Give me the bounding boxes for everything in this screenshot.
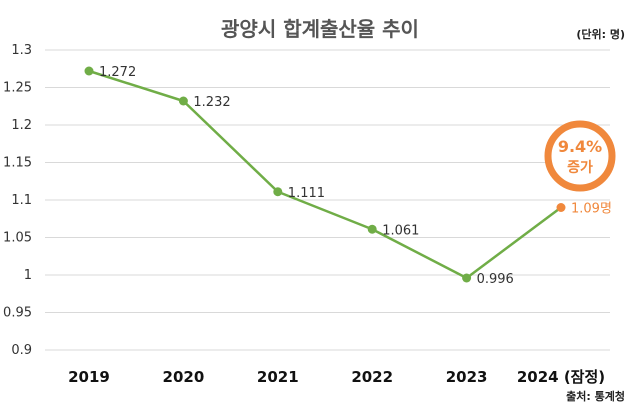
data-point (367, 224, 377, 234)
data-label: 0.996 (477, 272, 514, 287)
x-tick-label: 2020 (163, 368, 205, 386)
series-line (88, 69, 562, 280)
data-points (84, 66, 566, 283)
y-tick-label: 1 (24, 268, 32, 283)
x-tick-label: 2024 (잠정) (517, 368, 605, 386)
source-note: 출처: 통계청 (566, 389, 625, 403)
y-tick-label: 1.15 (3, 156, 32, 171)
x-tick-label: 2021 (257, 368, 299, 386)
data-label: 1.232 (193, 95, 230, 110)
gridlines (45, 49, 610, 351)
data-label: 1.09명 (571, 202, 612, 217)
data-labels: 1.272 1.232 1.111 1.061 0.996 1.09명 (99, 65, 612, 287)
unit-note: (단위: 명) (576, 27, 625, 41)
y-tick-label: 0.95 (3, 306, 32, 321)
increase-callout: 9.4% 증가 (544, 120, 616, 192)
data-point (84, 66, 94, 76)
data-label: 1.061 (382, 223, 419, 238)
callout-text: 증가 (567, 160, 593, 176)
data-point (462, 273, 472, 283)
x-tick-label: 2023 (446, 368, 488, 386)
data-label: 1.111 (288, 186, 325, 201)
data-point (178, 96, 188, 106)
y-tick-label: 1.2 (11, 118, 32, 133)
x-tick-label: 2019 (68, 368, 110, 386)
data-label: 1.272 (99, 65, 136, 80)
data-point (556, 203, 566, 212)
callout-ring (544, 120, 616, 192)
data-point (273, 187, 283, 197)
chart-title: 광양시 합계출산율 추이 (221, 17, 419, 41)
x-axis-ticks: 2019 2020 2021 2022 2023 2024 (잠정) (68, 368, 605, 386)
y-tick-label: 1.25 (3, 81, 32, 96)
y-tick-label: 1.1 (11, 193, 32, 208)
series-line-layer (88, 69, 562, 280)
x-tick-label: 2022 (351, 368, 393, 386)
y-tick-label: 1.05 (3, 231, 32, 246)
y-axis-ticks: 0.9 0.95 1 1.05 1.1 1.15 1.2 1.25 1.3 (3, 43, 32, 358)
y-tick-label: 0.9 (11, 343, 32, 358)
callout-percent: 9.4% (558, 137, 602, 156)
y-tick-label: 1.3 (11, 43, 32, 58)
